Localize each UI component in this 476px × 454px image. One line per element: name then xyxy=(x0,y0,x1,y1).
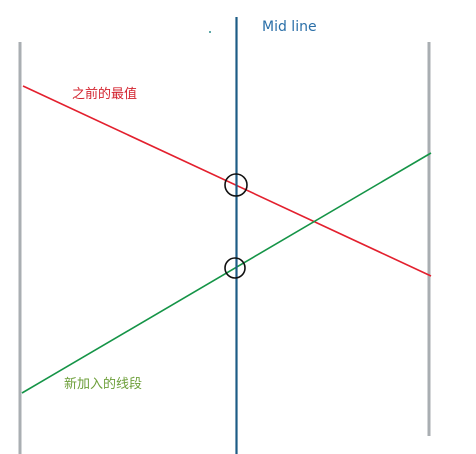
previous-best-line xyxy=(22,85,432,277)
intersection-marker-previous-best xyxy=(224,173,248,197)
previous-best-label: 之前的最值 xyxy=(72,87,138,102)
mid-line-label: Mid line xyxy=(262,19,317,35)
stray-dot xyxy=(209,31,211,33)
new-segment-label: 新加入的线段 xyxy=(64,377,143,392)
intersection-marker-new-segment xyxy=(224,257,246,279)
